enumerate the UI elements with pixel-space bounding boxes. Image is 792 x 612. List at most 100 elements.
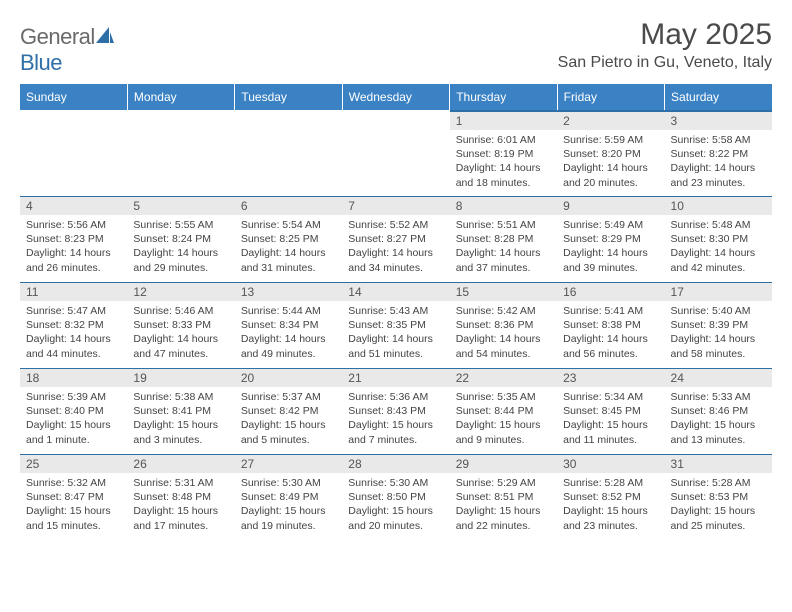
calendar-cell: 29Sunrise: 5:29 AMSunset: 8:51 PMDayligh… <box>450 454 557 540</box>
daylight-text: Daylight: 15 hours and 3 minutes. <box>133 418 228 446</box>
sunset-text: Sunset: 8:48 PM <box>133 490 228 504</box>
calendar-cell: 11Sunrise: 5:47 AMSunset: 8:32 PMDayligh… <box>20 282 127 368</box>
sunrise-text: Sunrise: 5:54 AM <box>241 218 336 232</box>
calendar-cell: 7Sunrise: 5:52 AMSunset: 8:27 PMDaylight… <box>342 196 449 282</box>
daylight-text: Daylight: 14 hours and 20 minutes. <box>563 161 658 189</box>
day-number: 25 <box>20 454 127 473</box>
logo-part1: General <box>20 24 95 49</box>
calendar-cell <box>127 110 234 196</box>
daylight-text: Daylight: 15 hours and 15 minutes. <box>26 504 121 532</box>
weekday-header: Saturday <box>665 84 772 110</box>
sunset-text: Sunset: 8:19 PM <box>456 147 551 161</box>
calendar-cell: 1Sunrise: 6:01 AMSunset: 8:19 PMDaylight… <box>450 110 557 196</box>
day-body: Sunrise: 6:01 AMSunset: 8:19 PMDaylight:… <box>450 130 557 194</box>
calendar-cell: 13Sunrise: 5:44 AMSunset: 8:34 PMDayligh… <box>235 282 342 368</box>
day-number: 2 <box>557 110 664 130</box>
day-body: Sunrise: 5:33 AMSunset: 8:46 PMDaylight:… <box>665 387 772 451</box>
logo: GeneralBlue <box>20 18 115 76</box>
day-number: 18 <box>20 368 127 387</box>
day-body: Sunrise: 5:38 AMSunset: 8:41 PMDaylight:… <box>127 387 234 451</box>
month-title: May 2025 <box>558 18 772 52</box>
day-body: Sunrise: 5:28 AMSunset: 8:53 PMDaylight:… <box>665 473 772 537</box>
daylight-text: Daylight: 15 hours and 7 minutes. <box>348 418 443 446</box>
calendar-head: SundayMondayTuesdayWednesdayThursdayFrid… <box>20 84 772 110</box>
sunset-text: Sunset: 8:40 PM <box>26 404 121 418</box>
day-body: Sunrise: 5:55 AMSunset: 8:24 PMDaylight:… <box>127 215 234 279</box>
sunrise-text: Sunrise: 5:30 AM <box>241 476 336 490</box>
sunrise-text: Sunrise: 6:01 AM <box>456 133 551 147</box>
calendar-cell: 20Sunrise: 5:37 AMSunset: 8:42 PMDayligh… <box>235 368 342 454</box>
sunset-text: Sunset: 8:43 PM <box>348 404 443 418</box>
calendar-cell: 5Sunrise: 5:55 AMSunset: 8:24 PMDaylight… <box>127 196 234 282</box>
calendar-week: 18Sunrise: 5:39 AMSunset: 8:40 PMDayligh… <box>20 368 772 454</box>
sunrise-text: Sunrise: 5:28 AM <box>671 476 766 490</box>
calendar-cell: 16Sunrise: 5:41 AMSunset: 8:38 PMDayligh… <box>557 282 664 368</box>
sunset-text: Sunset: 8:47 PM <box>26 490 121 504</box>
day-number: 3 <box>665 110 772 130</box>
sunset-text: Sunset: 8:27 PM <box>348 232 443 246</box>
calendar-cell: 30Sunrise: 5:28 AMSunset: 8:52 PMDayligh… <box>557 454 664 540</box>
sunset-text: Sunset: 8:50 PM <box>348 490 443 504</box>
sunrise-text: Sunrise: 5:59 AM <box>563 133 658 147</box>
sunrise-text: Sunrise: 5:38 AM <box>133 390 228 404</box>
weekday-header: Thursday <box>450 84 557 110</box>
weekday-header: Wednesday <box>342 84 449 110</box>
sunset-text: Sunset: 8:29 PM <box>563 232 658 246</box>
day-number: 28 <box>342 454 449 473</box>
day-body: Sunrise: 5:47 AMSunset: 8:32 PMDaylight:… <box>20 301 127 365</box>
day-body: Sunrise: 5:28 AMSunset: 8:52 PMDaylight:… <box>557 473 664 537</box>
sunrise-text: Sunrise: 5:49 AM <box>563 218 658 232</box>
day-body: Sunrise: 5:35 AMSunset: 8:44 PMDaylight:… <box>450 387 557 451</box>
title-block: May 2025 San Pietro in Gu, Veneto, Italy <box>558 18 772 72</box>
day-body: Sunrise: 5:36 AMSunset: 8:43 PMDaylight:… <box>342 387 449 451</box>
calendar-cell: 2Sunrise: 5:59 AMSunset: 8:20 PMDaylight… <box>557 110 664 196</box>
calendar-cell: 9 Sunrise: 5:49 AMSunset: 8:29 PMDaylight… <box>557 196 664 282</box>
sunrise-text: Sunrise: 5:41 AM <box>563 304 658 318</box>
day-number: 10 <box>665 196 772 215</box>
sunrise-text: Sunrise: 5:29 AM <box>456 476 551 490</box>
day-number: 13 <box>235 282 342 301</box>
sunrise-text: Sunrise: 5:40 AM <box>671 304 766 318</box>
calendar-cell: 12Sunrise: 5:46 AMSunset: 8:33 PMDayligh… <box>127 282 234 368</box>
sunrise-text: Sunrise: 5:44 AM <box>241 304 336 318</box>
day-body: Sunrise: 5:58 AMSunset: 8:22 PMDaylight:… <box>665 130 772 194</box>
sunrise-text: Sunrise: 5:51 AM <box>456 218 551 232</box>
day-body: Sunrise: 5:31 AMSunset: 8:48 PMDaylight:… <box>127 473 234 537</box>
day-body: Sunrise: 5:29 AMSunset: 8:51 PMDaylight:… <box>450 473 557 537</box>
sunset-text: Sunset: 8:28 PM <box>456 232 551 246</box>
calendar-week: 1Sunrise: 6:01 AMSunset: 8:19 PMDaylight… <box>20 110 772 196</box>
day-body: Sunrise: 5:44 AMSunset: 8:34 PMDaylight:… <box>235 301 342 365</box>
calendar-cell: 26Sunrise: 5:31 AMSunset: 8:48 PMDayligh… <box>127 454 234 540</box>
sunrise-text: Sunrise: 5:58 AM <box>671 133 766 147</box>
daylight-text: Daylight: 14 hours and 49 minutes. <box>241 332 336 360</box>
sunset-text: Sunset: 8:34 PM <box>241 318 336 332</box>
daylight-text: Daylight: 14 hours and 39 minutes. <box>563 246 658 274</box>
daylight-text: Daylight: 15 hours and 11 minutes. <box>563 418 658 446</box>
day-number: 29 <box>450 454 557 473</box>
calendar-table: SundayMondayTuesdayWednesdayThursdayFrid… <box>20 84 772 540</box>
daylight-text: Daylight: 14 hours and 44 minutes. <box>26 332 121 360</box>
calendar-week: 25Sunrise: 5:32 AMSunset: 8:47 PMDayligh… <box>20 454 772 540</box>
sunrise-text: Sunrise: 5:55 AM <box>133 218 228 232</box>
sunrise-text: Sunrise: 5:48 AM <box>671 218 766 232</box>
day-number: 14 <box>342 282 449 301</box>
daylight-text: Daylight: 15 hours and 25 minutes. <box>671 504 766 532</box>
weekday-header: Sunday <box>20 84 127 110</box>
calendar-cell: 23Sunrise: 5:34 AMSunset: 8:45 PMDayligh… <box>557 368 664 454</box>
sunset-text: Sunset: 8:38 PM <box>563 318 658 332</box>
day-number: 24 <box>665 368 772 387</box>
sunset-text: Sunset: 8:33 PM <box>133 318 228 332</box>
daylight-text: Daylight: 14 hours and 56 minutes. <box>563 332 658 360</box>
daylight-text: Daylight: 14 hours and 42 minutes. <box>671 246 766 274</box>
sunset-text: Sunset: 8:24 PM <box>133 232 228 246</box>
sunset-text: Sunset: 8:32 PM <box>26 318 121 332</box>
daylight-text: Daylight: 15 hours and 5 minutes. <box>241 418 336 446</box>
sunset-text: Sunset: 8:52 PM <box>563 490 658 504</box>
logo-part2: Blue <box>20 50 62 75</box>
day-number: 9 <box>557 196 664 215</box>
daylight-text: Daylight: 14 hours and 29 minutes. <box>133 246 228 274</box>
sunset-text: Sunset: 8:39 PM <box>671 318 766 332</box>
sunrise-text: Sunrise: 5:28 AM <box>563 476 658 490</box>
calendar-cell: 21Sunrise: 5:36 AMSunset: 8:43 PMDayligh… <box>342 368 449 454</box>
sunset-text: Sunset: 8:51 PM <box>456 490 551 504</box>
